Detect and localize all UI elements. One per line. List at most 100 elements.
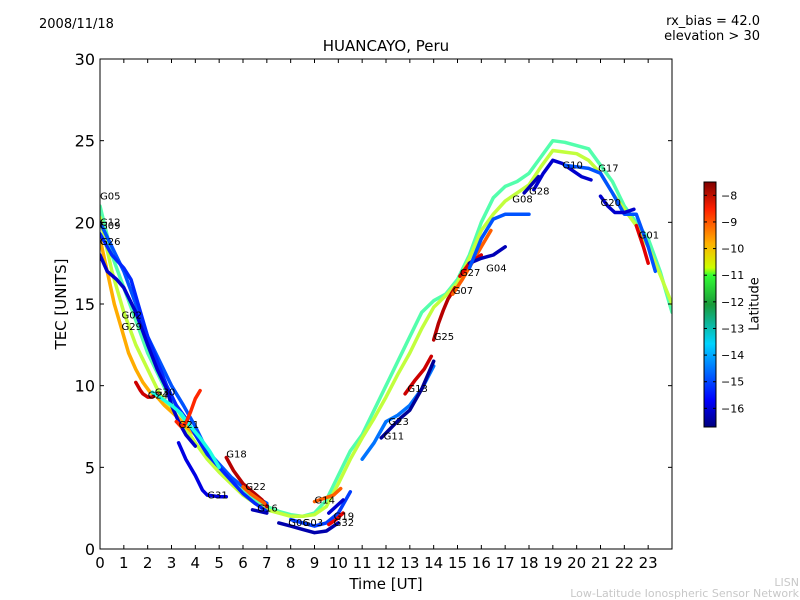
series-G14 bbox=[312, 486, 343, 504]
series-G26 bbox=[100, 232, 269, 514]
x-tick-label: 15 bbox=[448, 554, 467, 572]
series-G24 bbox=[134, 380, 159, 399]
series-G08 bbox=[467, 212, 531, 270]
colorbar-tick-label: −13 bbox=[721, 322, 744, 335]
x-tick-label: 2 bbox=[143, 554, 153, 572]
plot-frame bbox=[99, 58, 673, 550]
series-G01 bbox=[634, 223, 650, 265]
y-tick-label: 20 bbox=[75, 213, 95, 232]
prn-label: G29 bbox=[122, 322, 142, 333]
x-tick-label: 16 bbox=[472, 554, 491, 572]
y-tick-label: 5 bbox=[85, 458, 95, 477]
series-G10 bbox=[532, 158, 593, 192]
series-G04 bbox=[467, 245, 507, 265]
prn-label: G14 bbox=[315, 495, 335, 506]
x-tick-label: 4 bbox=[191, 554, 201, 572]
colorbar-tick-label: −8 bbox=[721, 189, 737, 202]
prn-label: G13 bbox=[407, 384, 427, 395]
prn-label: G18 bbox=[226, 450, 246, 461]
prn-label: G28 bbox=[529, 187, 549, 198]
series-G13 bbox=[403, 354, 434, 396]
prn-label: G03 bbox=[303, 518, 323, 529]
colorbar-tick-label: −15 bbox=[721, 376, 744, 389]
date-label: 2008/11/18 bbox=[39, 17, 114, 32]
colorbar bbox=[703, 181, 717, 428]
prn-label: G16 bbox=[257, 503, 277, 514]
credit-short: LISN bbox=[774, 576, 799, 589]
x-tick-label: 10 bbox=[329, 554, 348, 572]
x-tick-label: 9 bbox=[310, 554, 320, 572]
series-G20 bbox=[598, 194, 636, 215]
colorbar-tick-label: −16 bbox=[721, 402, 744, 415]
prn-label: G27 bbox=[460, 268, 480, 279]
rx-bias-label: rx_bias = 42.0 bbox=[666, 14, 760, 29]
prn-label: G24 bbox=[148, 391, 168, 402]
series-G17 bbox=[563, 163, 658, 274]
prn-label: G09 bbox=[100, 221, 120, 232]
prn-label: G31 bbox=[207, 490, 227, 501]
prn-label: G22 bbox=[245, 482, 265, 493]
x-tick-label: 5 bbox=[214, 554, 224, 572]
prn-label: G32 bbox=[334, 518, 354, 529]
x-tick-label: 11 bbox=[353, 554, 372, 572]
colorbar-tick-label: −14 bbox=[721, 349, 744, 362]
x-tick-label: 12 bbox=[376, 554, 395, 572]
x-tick-label: 20 bbox=[567, 554, 586, 572]
colorbar-ticks: −8 −9 −10 −11 −12 −13 −14 −15 −16 bbox=[704, 189, 744, 415]
x-tick-label: 0 bbox=[95, 554, 105, 572]
prn-label: G17 bbox=[598, 164, 618, 175]
prn-label: G30 bbox=[155, 388, 175, 399]
series-G22 bbox=[241, 485, 267, 506]
x-tick-label: 13 bbox=[400, 554, 419, 572]
x-tick-label: 21 bbox=[591, 554, 610, 572]
x-tick-label: 14 bbox=[424, 554, 443, 572]
x-tick-label: 1 bbox=[119, 554, 129, 572]
x-tick-label: 8 bbox=[286, 554, 296, 572]
colorbar-tick-label: −10 bbox=[721, 243, 744, 256]
colorbar-tick-label: −12 bbox=[721, 296, 744, 309]
x-tick-label: 18 bbox=[519, 554, 538, 572]
prn-label: G23 bbox=[388, 417, 408, 428]
x-tick-label: 3 bbox=[167, 554, 177, 572]
x-axis-label: Time [UT] bbox=[349, 575, 423, 593]
series-G21 bbox=[174, 388, 202, 429]
bias-info: rx_bias = 42.0 elevation > 30 bbox=[664, 14, 760, 44]
prn-label: G25 bbox=[434, 332, 454, 343]
series-G03 bbox=[288, 490, 353, 528]
series-layer bbox=[100, 138, 672, 535]
y-tick-label: 30 bbox=[75, 50, 95, 69]
x-tick-label: 6 bbox=[238, 554, 248, 572]
prn-label: G21 bbox=[179, 420, 199, 431]
prn-label: G10 bbox=[562, 160, 582, 171]
series-G28 bbox=[522, 174, 541, 195]
prn-label: G26 bbox=[100, 237, 120, 248]
y-tick-label: 10 bbox=[75, 377, 95, 396]
series-G19 bbox=[327, 498, 345, 515]
x-tick-label: 19 bbox=[543, 554, 562, 572]
x-tick-label: 23 bbox=[639, 554, 658, 572]
prn-label: G04 bbox=[486, 263, 506, 274]
colorbar-tick-label: −9 bbox=[721, 216, 737, 229]
y-tick-label: 25 bbox=[75, 132, 95, 151]
prn-label: G02 bbox=[122, 311, 142, 322]
prn-label: G08 bbox=[512, 195, 532, 206]
prn-label: G20 bbox=[601, 198, 621, 209]
prn-label: G05 bbox=[100, 192, 120, 203]
series-G32 bbox=[327, 511, 345, 527]
series-G11 bbox=[379, 359, 436, 440]
prn-label: G11 bbox=[384, 432, 404, 443]
x-tick-label: 7 bbox=[262, 554, 272, 572]
series-G09 bbox=[100, 220, 269, 506]
prn-label: G06 bbox=[288, 518, 308, 529]
y-tick-label: 0 bbox=[85, 540, 95, 559]
prn-label: G19 bbox=[334, 512, 354, 523]
x-tick-label: 17 bbox=[496, 554, 515, 572]
colorbar-tick-label: −11 bbox=[721, 269, 744, 282]
axes: 0 1 2 3 4 5 6 7 8 9 10 11 12 13 14 15 16 17 18 19 20 21 22 2305… bbox=[75, 50, 673, 572]
credit-full: Low-Latitude Ionospheric Sensor Network bbox=[570, 587, 799, 600]
series-G16 bbox=[250, 508, 269, 515]
series-G25 bbox=[431, 285, 457, 342]
prn-label: G12 bbox=[100, 218, 120, 229]
